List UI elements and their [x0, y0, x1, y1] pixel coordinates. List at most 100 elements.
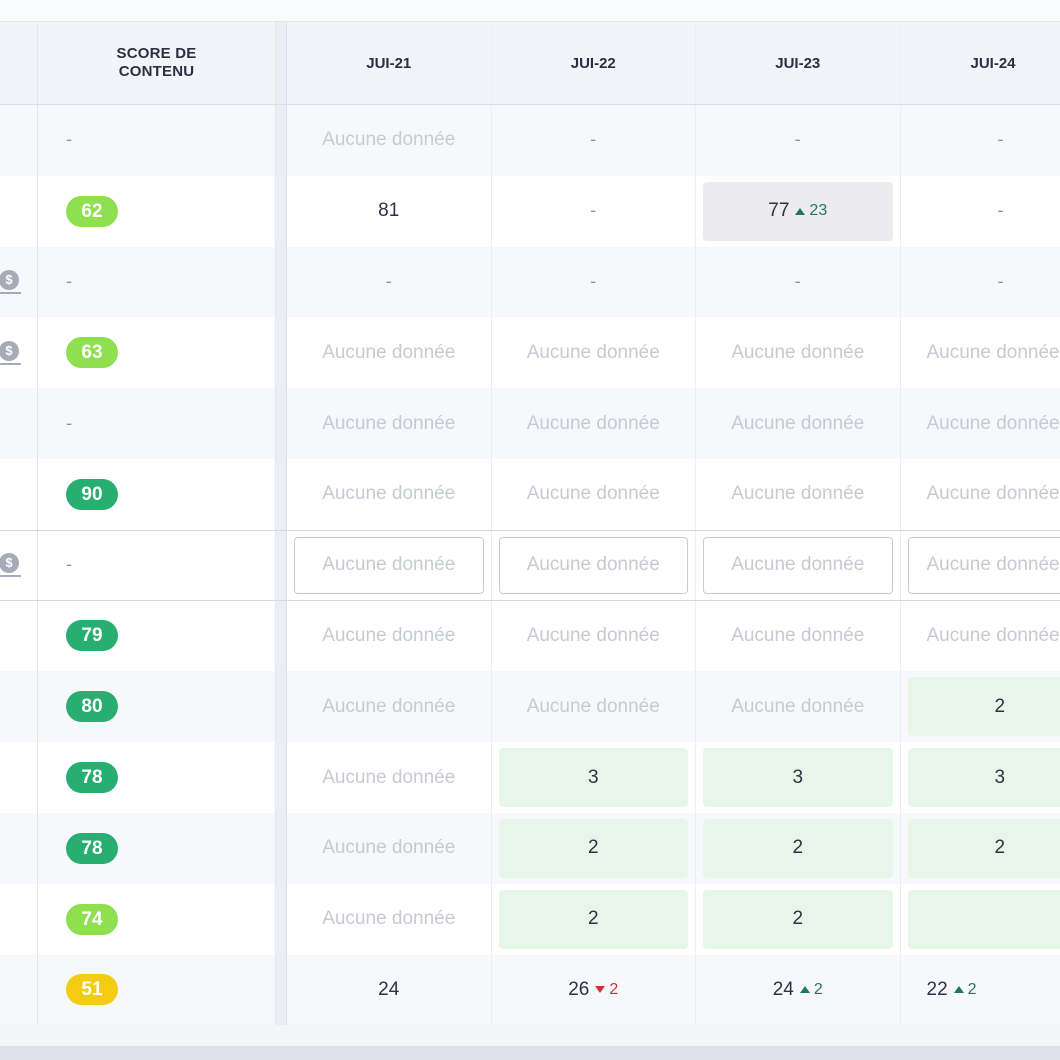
dollar-coin-icon[interactable]: $: [0, 340, 21, 365]
column-divider[interactable]: [276, 954, 287, 1026]
header-score-col[interactable]: SCORE DE CONTENU: [38, 22, 276, 104]
column-divider[interactable]: [276, 530, 287, 600]
column-divider[interactable]: [276, 812, 287, 884]
position-cell[interactable]: 24: [287, 954, 492, 1026]
position-cell: Aucune donnée: [287, 458, 492, 530]
position-value: 24: [378, 978, 400, 1000]
position-cell[interactable]: 2: [901, 813, 1060, 884]
header-date-col[interactable]: JUI-24: [901, 22, 1060, 104]
position-cell[interactable]: 3: [901, 742, 1060, 813]
column-divider[interactable]: [276, 742, 287, 813]
position-value: 81: [378, 200, 400, 222]
position-cell[interactable]: 2: [492, 883, 696, 955]
position-cell: Aucune donnée: [492, 388, 696, 459]
position-cell[interactable]: 24 2: [696, 954, 901, 1026]
header-date-col[interactable]: JUI-22: [492, 22, 696, 104]
table-row[interactable]: $ - - - - -: [0, 246, 1060, 318]
empty-dash: -: [385, 271, 392, 292]
position-cell: Aucune donnée: [287, 530, 492, 600]
position-cell: -: [901, 105, 1060, 176]
keyword-cell[interactable]: [0, 812, 38, 884]
position-cell[interactable]: 26 2: [492, 954, 696, 1026]
keyword-cell[interactable]: [0, 954, 38, 1026]
no-data-text: Aucune donnée: [526, 695, 660, 717]
keyword-cell[interactable]: [0, 388, 38, 459]
column-divider[interactable]: [276, 22, 287, 104]
position-cell: Aucune donnée: [696, 530, 901, 600]
position-cell: Aucune donnée: [901, 388, 1060, 459]
table-row[interactable]: 78 Aucune donnée 2 2 2: [0, 812, 1060, 884]
position-value: 2: [994, 695, 1006, 717]
table-row[interactable]: 62 81 - 77 23 -: [0, 175, 1060, 247]
position-cell[interactable]: 22 2: [901, 955, 1060, 1026]
highlight-box: 2: [907, 818, 1060, 878]
table-row[interactable]: 51 24 26 2 24 2 22 2: [0, 954, 1060, 1026]
position-cell: Aucune donnée: [492, 458, 696, 530]
table-row[interactable]: $ - Aucune donnée Aucune donnée Aucune donné…: [0, 529, 1060, 601]
keyword-cell[interactable]: $: [0, 246, 38, 318]
no-data-text: Aucune donnée: [526, 412, 660, 434]
no-data-text: Aucune donnée: [526, 624, 660, 646]
column-divider[interactable]: [276, 883, 287, 955]
highlight-box: 2: [498, 818, 688, 878]
no-data-text: Aucune donnée: [322, 129, 456, 151]
table-row[interactable]: 78 Aucune donnée 3 3 3: [0, 742, 1060, 813]
column-divider[interactable]: [276, 458, 287, 530]
arrow-up-icon: [953, 986, 964, 994]
keyword-cell[interactable]: [0, 105, 38, 176]
column-divider[interactable]: [276, 105, 287, 176]
empty-box: Aucune donnée: [294, 536, 484, 594]
dollar-coin-icon[interactable]: $: [0, 553, 21, 578]
table-row[interactable]: - Aucune donnée Aucune donnée Aucune donnée…: [0, 388, 1060, 459]
position-cell[interactable]: 2: [696, 812, 901, 884]
table-row[interactable]: $63 Aucune donnée Aucune donnée Aucune donn…: [0, 317, 1060, 389]
header-date-col[interactable]: JUI-21: [287, 22, 492, 104]
table-row[interactable]: 80 Aucune donnée Aucune donnée Aucune donné…: [0, 671, 1060, 743]
empty-box: Aucune donnée: [498, 536, 688, 594]
table-row[interactable]: 79 Aucune donnée Aucune donnée Aucune donné…: [0, 600, 1060, 672]
position-cell[interactable]: 2: [492, 812, 696, 884]
delta-value: 2: [967, 980, 977, 998]
position-cell[interactable]: 2: [696, 883, 901, 955]
position-value: 2: [792, 908, 804, 930]
dollar-coin-icon[interactable]: $: [0, 269, 21, 294]
column-divider[interactable]: [276, 600, 287, 672]
position-cell[interactable]: 64: [901, 884, 1060, 955]
empty-dash: -: [794, 130, 801, 151]
position-cell[interactable]: 77 23: [696, 175, 901, 247]
column-divider[interactable]: [276, 317, 287, 389]
score-cell: -: [38, 105, 276, 176]
header-score-label: SCORE DE CONTENU: [116, 45, 197, 80]
column-divider[interactable]: [276, 175, 287, 247]
horizontal-scrollbar[interactable]: [0, 1046, 1060, 1060]
keyword-cell[interactable]: $: [0, 317, 38, 389]
value-with-delta: 64: [976, 908, 1060, 930]
highlight-box: 2: [498, 889, 688, 949]
keyword-cell[interactable]: [0, 175, 38, 247]
position-cell: Aucune donnée: [901, 531, 1060, 600]
keyword-cell[interactable]: [0, 671, 38, 743]
position-cell: Aucune donnée: [287, 388, 492, 459]
position-cell[interactable]: 81: [287, 175, 492, 247]
table-row[interactable]: 74 Aucune donnée 2 2 64: [0, 883, 1060, 955]
position-cell[interactable]: 3: [492, 742, 696, 813]
column-divider[interactable]: [276, 671, 287, 743]
no-data-text: Aucune donnée: [322, 695, 456, 717]
header-date-col[interactable]: JUI-23: [696, 22, 901, 104]
position-cell[interactable]: 3: [696, 742, 901, 813]
keyword-cell[interactable]: [0, 458, 38, 530]
column-divider[interactable]: [276, 388, 287, 459]
table-row[interactable]: 90 Aucune donnée Aucune donnée Aucune donné…: [0, 458, 1060, 530]
column-divider[interactable]: [276, 246, 287, 318]
keyword-cell[interactable]: $: [0, 530, 38, 600]
table-row[interactable]: - Aucune donnée - - -: [0, 105, 1060, 176]
keyword-cell[interactable]: [0, 600, 38, 672]
top-toolbar-strip: [0, 0, 1060, 22]
position-value: 2: [792, 837, 804, 859]
keyword-cell[interactable]: [0, 742, 38, 813]
position-cell: -: [901, 247, 1060, 318]
no-data-text: Aucune donnée: [322, 483, 456, 505]
position-cell[interactable]: 2: [901, 671, 1060, 742]
no-data-text: Aucune donnée: [731, 624, 865, 646]
keyword-cell[interactable]: [0, 883, 38, 955]
